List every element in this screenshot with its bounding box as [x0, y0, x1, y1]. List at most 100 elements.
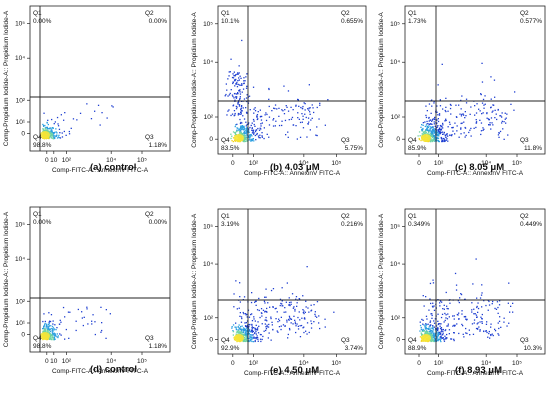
event-dot	[70, 127, 72, 129]
event-dot	[422, 122, 424, 124]
event-dot	[434, 318, 436, 320]
event-dot	[431, 305, 434, 307]
event-dot	[324, 124, 326, 126]
event-dot	[246, 329, 248, 331]
event-dot	[59, 132, 61, 134]
event-dot	[425, 132, 427, 134]
quadrant-value-q4: 88.9%	[408, 345, 427, 352]
event-dot	[456, 313, 458, 316]
event-dot	[52, 320, 54, 322]
event-dot	[501, 120, 503, 122]
event-dot	[239, 91, 241, 93]
quadrant-label-q3: Q3	[341, 137, 350, 144]
event-dot	[422, 295, 424, 297]
event-dot	[51, 118, 53, 121]
event-dot	[255, 304, 257, 306]
event-dot	[439, 131, 441, 133]
event-dot	[508, 282, 510, 284]
event-dot	[242, 133, 244, 135]
y-tick-label: 10²	[204, 315, 214, 322]
event-dot	[466, 318, 468, 320]
event-dot	[422, 128, 424, 131]
event-dot	[266, 324, 268, 326]
event-dot	[319, 327, 321, 330]
event-dot	[237, 73, 239, 75]
event-dot	[247, 309, 250, 311]
event-dot	[243, 128, 245, 130]
event-dot	[423, 305, 425, 307]
event-dot	[252, 131, 254, 133]
event-dot	[297, 117, 299, 119]
event-dot	[439, 127, 441, 129]
event-dot	[237, 326, 239, 328]
event-dot	[257, 338, 259, 340]
event-dot	[442, 332, 444, 334]
event-dot	[240, 121, 242, 124]
event-dot	[232, 131, 235, 133]
y-tick-label: 10⁵	[15, 20, 25, 27]
quadrant-value-q3: 5.75%	[345, 145, 364, 152]
quadrant-label-q1: Q1	[33, 211, 42, 218]
event-dot	[48, 325, 50, 327]
quadrant-value-q2: 0.449%	[520, 221, 542, 228]
event-dot	[234, 132, 237, 135]
event-dot	[280, 316, 282, 318]
event-dot	[434, 333, 436, 335]
event-dot	[249, 340, 252, 342]
event-dot	[237, 80, 239, 82]
event-dot	[51, 127, 54, 129]
event-dot	[428, 328, 431, 330]
event-dot	[251, 330, 254, 332]
event-dot	[420, 326, 422, 329]
event-dot	[432, 279, 434, 281]
event-dot	[301, 121, 303, 123]
event-dot	[461, 95, 463, 97]
event-dot	[230, 114, 232, 117]
event-dot	[431, 139, 433, 141]
event-dot	[454, 133, 456, 135]
event-dot	[64, 112, 66, 114]
event-dot	[450, 104, 452, 106]
event-dot	[230, 133, 232, 135]
event-dot	[52, 328, 54, 330]
quadrant-label-q3: Q3	[520, 337, 529, 344]
event-dot	[483, 330, 485, 333]
event-dot	[262, 335, 264, 338]
event-dot	[432, 334, 435, 336]
event-dot	[237, 102, 239, 104]
event-dot	[65, 134, 67, 136]
event-dot	[245, 76, 247, 78]
event-dot	[438, 332, 441, 334]
event-dot	[245, 97, 248, 99]
quadrant-value-q3: 3.74%	[345, 345, 364, 352]
event-dot	[258, 129, 261, 131]
event-dot	[445, 106, 447, 108]
quadrant-value-q2: 0.00%	[149, 219, 168, 226]
event-dot	[443, 131, 445, 134]
event-dot	[283, 85, 285, 87]
event-dot	[430, 130, 432, 132]
event-dot	[245, 322, 247, 324]
event-dot	[232, 324, 235, 326]
event-dot	[480, 93, 482, 96]
event-dot	[49, 335, 52, 337]
event-dot	[458, 104, 460, 106]
event-dot	[305, 306, 307, 308]
event-dot	[53, 334, 55, 336]
event-dot	[52, 333, 54, 335]
event-dot	[425, 116, 428, 119]
event-dot	[245, 331, 247, 333]
event-dot	[241, 128, 243, 130]
y-tick-label: 0	[396, 136, 400, 143]
event-dot	[234, 326, 236, 328]
event-dot	[44, 329, 46, 331]
event-dot	[53, 329, 55, 331]
event-dot	[55, 131, 57, 133]
event-dot	[81, 311, 83, 313]
event-dot	[498, 334, 500, 336]
event-dot	[234, 139, 236, 141]
event-dot	[239, 331, 241, 333]
event-dot	[432, 302, 434, 304]
event-dot	[441, 125, 443, 128]
event-dot	[473, 127, 475, 129]
